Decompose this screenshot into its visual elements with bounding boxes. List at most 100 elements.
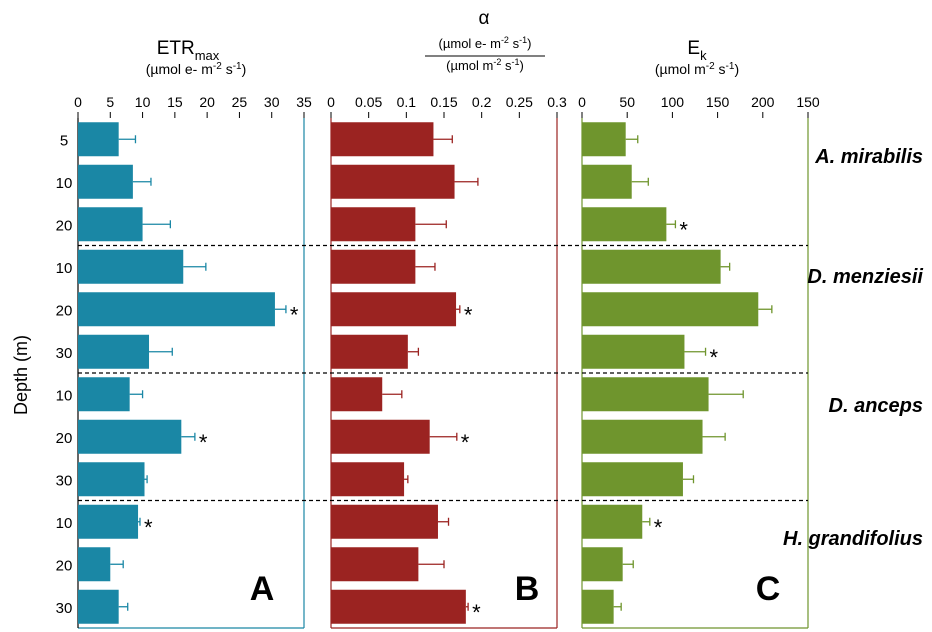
bar xyxy=(78,547,111,582)
bar xyxy=(78,419,182,454)
bar xyxy=(582,377,709,412)
bar xyxy=(582,164,632,199)
x-tick-label: 30 xyxy=(264,94,280,110)
species-label: D. menziesii xyxy=(807,266,923,288)
panel-c-unit: (µmol m-2 s-1) xyxy=(655,61,739,77)
panel-c-title: Ek xyxy=(687,38,707,63)
x-tick-label: 10 xyxy=(135,94,151,110)
group-separators xyxy=(78,244,808,502)
depth-label: 30 xyxy=(56,472,73,489)
bar xyxy=(582,462,683,497)
x-tick-label: 0 xyxy=(327,94,335,110)
panel-b-letter: B xyxy=(515,570,540,608)
panel-c: Ek (µmol m-2 s-1) C 0 50 100 150 200 150 * * * xyxy=(578,38,820,629)
depth-label: 30 xyxy=(56,600,73,617)
significance-asterisk: * xyxy=(679,217,688,242)
significance-asterisk: * xyxy=(654,515,663,540)
x-tick-label: 50 xyxy=(619,94,635,110)
depth-label: 10 xyxy=(56,175,73,192)
x-tick-label: 0.05 xyxy=(355,94,382,110)
x-tick-label: 15 xyxy=(167,94,183,110)
bar xyxy=(331,249,416,284)
bar xyxy=(582,207,667,242)
depth-label: 20 xyxy=(56,302,73,319)
species-labels: A. mirabilis D. menziesii D. anceps H. g… xyxy=(783,146,923,550)
panel-a-title: ETRmax xyxy=(157,38,220,63)
bar xyxy=(331,334,408,369)
bar xyxy=(78,334,150,369)
depth-label: 5 xyxy=(60,132,68,149)
category-labels: 5 10 20 10 20 30 10 20 30 10 20 30 xyxy=(56,132,73,617)
y-axis-label: Depth (m) xyxy=(11,335,31,415)
bar xyxy=(78,377,130,412)
x-tick-label: 35 xyxy=(296,94,312,110)
species-label: H. grandifolius xyxy=(783,528,923,550)
bar xyxy=(582,504,643,539)
bar xyxy=(331,377,383,412)
bar xyxy=(331,207,416,242)
bar xyxy=(331,122,434,157)
bar xyxy=(331,419,430,454)
x-tick-label: 20 xyxy=(199,94,215,110)
depth-label: 30 xyxy=(56,345,73,362)
panel-a-unit: (µmol e- m-2 s-1) xyxy=(146,61,247,77)
bar xyxy=(78,207,143,242)
significance-asterisk: * xyxy=(290,302,299,327)
bar xyxy=(78,589,119,624)
bar xyxy=(78,504,139,539)
bar xyxy=(78,164,133,199)
depth-label: 10 xyxy=(56,515,73,532)
x-tick-label: 0.1 xyxy=(397,94,417,110)
bar xyxy=(78,249,184,284)
x-tick-label: 150 xyxy=(706,94,730,110)
x-tick-label: 100 xyxy=(661,94,685,110)
bar xyxy=(331,164,455,199)
bar xyxy=(78,462,145,497)
species-label: D. anceps xyxy=(829,395,923,417)
panel-c-letter: C xyxy=(756,570,781,608)
bar xyxy=(78,292,275,327)
depth-label: 20 xyxy=(56,557,73,574)
bar xyxy=(331,292,457,327)
panel-b-unit-denominator: (µmol m-2 s-1) xyxy=(446,57,524,73)
bar xyxy=(582,419,703,454)
depth-label: 10 xyxy=(56,387,73,404)
significance-asterisk: * xyxy=(472,600,481,625)
bar xyxy=(331,504,438,539)
x-tick-label: 0.3 xyxy=(547,94,567,110)
bar xyxy=(582,547,623,582)
x-tick-label: 200 xyxy=(751,94,775,110)
x-tick-label: 0 xyxy=(578,94,586,110)
x-tick-label: 150 xyxy=(796,94,820,110)
panel-a-letter: A xyxy=(250,570,275,608)
significance-asterisk: * xyxy=(461,430,470,455)
panel-b-unit-numerator: (µmol e- m-2 s-1) xyxy=(439,35,532,51)
bar xyxy=(331,462,405,497)
bar xyxy=(582,589,614,624)
bar xyxy=(582,292,759,327)
bar xyxy=(78,122,119,157)
significance-asterisk: * xyxy=(199,430,208,455)
x-tick-label: 0.25 xyxy=(506,94,533,110)
bar xyxy=(331,547,419,582)
depth-label: 20 xyxy=(56,217,73,234)
bar xyxy=(582,122,626,157)
x-tick-label: 0.15 xyxy=(430,94,457,110)
panel-b-title: α xyxy=(479,8,490,29)
x-tick-label: 0.2 xyxy=(472,94,492,110)
depth-label: 10 xyxy=(56,260,73,277)
x-tick-label: 5 xyxy=(106,94,114,110)
bar xyxy=(582,249,721,284)
panel-a: ETRmax (µmol e- m-2 s-1) A 0 5 10 15 20 25 30 3… xyxy=(74,38,312,629)
bar xyxy=(582,334,685,369)
x-tick-label: 0 xyxy=(74,94,82,110)
significance-asterisk: * xyxy=(144,515,153,540)
depth-label: 20 xyxy=(56,430,73,447)
panel-b: α (µmol e- m-2 s-1) (µmol m-2 s-1) B 0 0.… xyxy=(327,8,567,629)
x-tick-label: 25 xyxy=(232,94,248,110)
bar xyxy=(331,589,466,624)
significance-asterisk: * xyxy=(710,345,719,370)
species-label: A. mirabilis xyxy=(814,146,923,168)
significance-asterisk: * xyxy=(464,302,473,327)
